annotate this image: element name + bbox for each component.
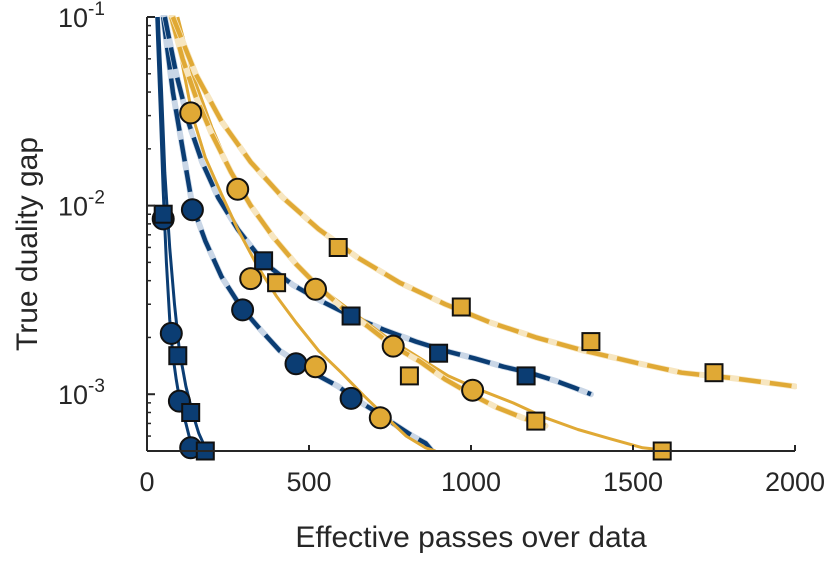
marker-layer [151,101,724,461]
marker-gold-solid-circle-2 [304,355,327,379]
marker-blue-solid-square-1 [168,346,188,366]
marker-gold-solid-circle-0 [179,101,203,125]
marker-gold-solid-circle-3 [368,406,392,430]
marker-gold-dashed-square-0 [328,238,348,257]
marker-blue-dashed-square-3 [516,366,536,386]
marker-gold-dashed-square-2 [581,332,601,352]
marker-blue-solid-square-2 [181,403,201,422]
marker-gold-dashed-circle-2 [381,334,405,358]
marker-gold-dashed-square-3 [704,363,724,383]
x-tick-label: 2000 [765,467,825,497]
y-tick-label: 10-3 [58,376,105,410]
marker-blue-dashed-square-1 [341,306,361,326]
series-halo-gold-dashed-square [169,15,797,390]
marker-gold-dashed-square-1 [451,297,471,317]
marker-gold-solid-square-2 [526,411,546,431]
series-line-gold-solid-square [176,16,673,451]
marker-gold-dashed-circle-1 [304,277,327,301]
marker-blue-solid-square-0 [153,204,173,224]
y-axis-title: True duality gap [11,137,44,351]
marker-blue-dashed-square-2 [429,343,449,363]
marker-gold-solid-square-0 [267,273,287,293]
marker-blue-dashed-circle-1 [231,298,255,322]
y-tick-label: 10-1 [58,0,105,33]
series-line-gold-dashed-square [170,16,796,389]
marker-blue-solid-circle-1 [159,321,183,345]
marker-blue-dashed-square-0 [254,251,274,271]
x-tick-label: 500 [286,467,331,497]
marker-gold-solid-circle-1 [226,177,250,201]
marker-blue-dashed-circle-0 [180,198,204,222]
marker-gold-solid-square-1 [399,366,419,386]
marker-gold-dashed-circle-0 [239,267,263,291]
x-tick-label: 1000 [441,467,501,497]
series-line-gold-solid-circle [173,16,436,451]
y-tick-label: 10-2 [58,188,105,222]
x-axis-title: Effective passes over data [295,521,647,554]
x-tick-label: 1500 [603,467,663,497]
marker-blue-dashed-circle-2 [284,352,308,376]
x-tick-label: 0 [139,467,154,497]
marker-blue-dashed-circle-3 [339,386,363,410]
marker-gold-dashed-circle-3 [461,378,485,402]
